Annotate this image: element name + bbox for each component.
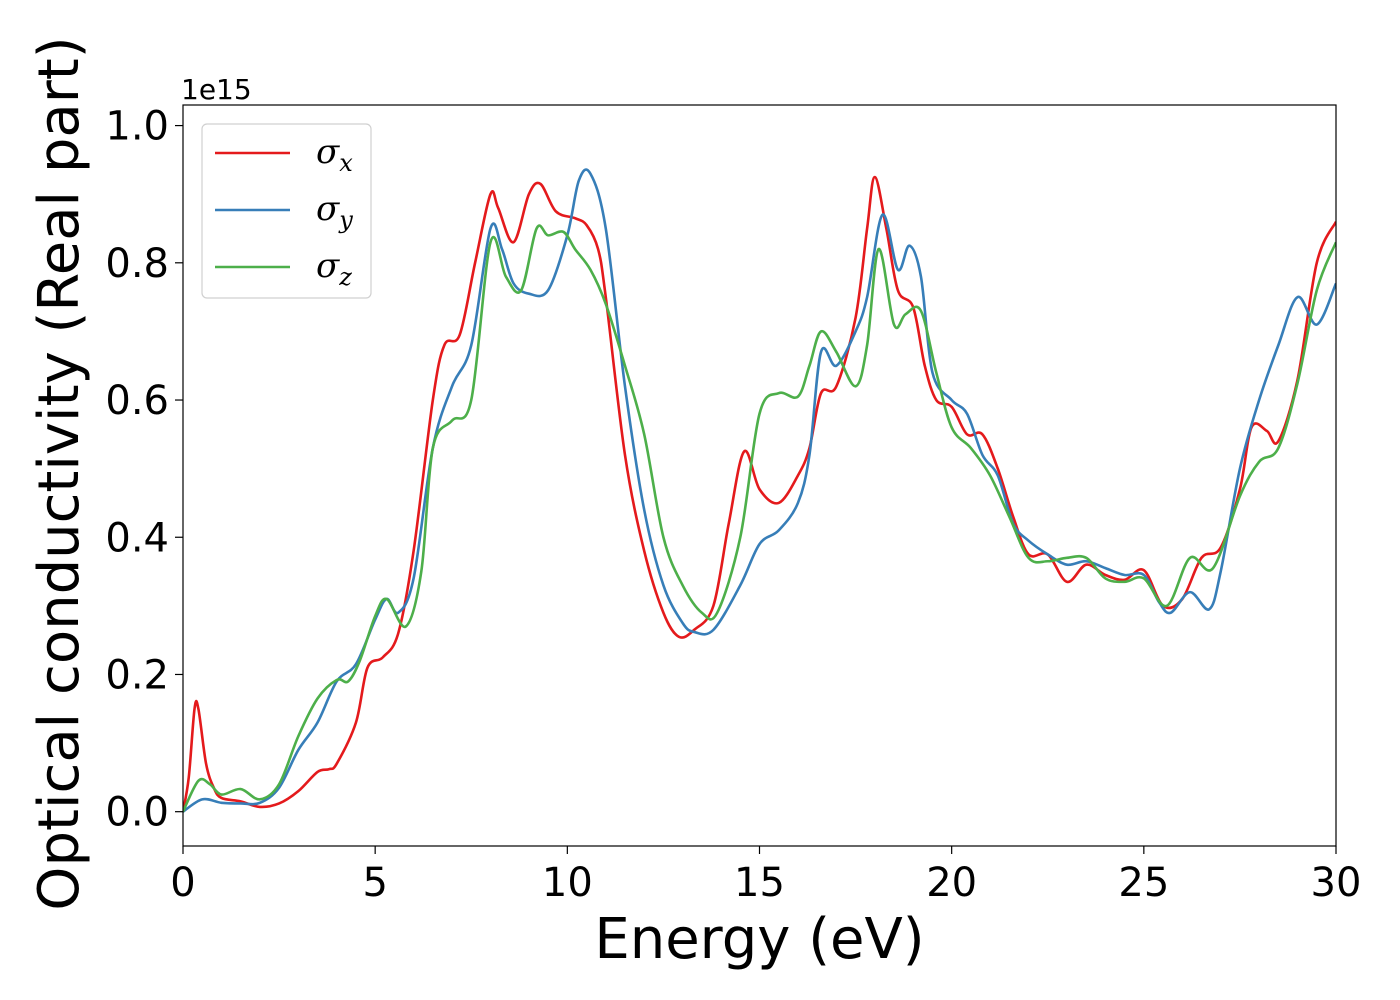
x-tick-label: 30: [1311, 860, 1362, 906]
legend-subscript: z: [338, 263, 352, 291]
series-line-x: [183, 175, 1336, 812]
x-axis-title: Energy (eV): [594, 907, 924, 972]
x-tick-label: 0: [170, 860, 195, 906]
y-tick-label: 0.4: [105, 515, 169, 561]
legend-subscript: y: [338, 206, 353, 234]
x-tick-label: 15: [734, 860, 785, 906]
y-tick-label: 0.6: [105, 378, 169, 424]
series-line-y: [183, 168, 1336, 813]
legend-symbol: σ: [316, 132, 340, 172]
series-layer: [183, 168, 1336, 813]
x-tick-label: 25: [1118, 860, 1169, 906]
y-axis-ticks: 0.0 0.2 0.4 0.6 0.8 1.0: [105, 104, 183, 836]
x-axis-ticks: 0 5 10 15 20 25 30: [170, 846, 1361, 906]
legend-label-y: σy: [316, 189, 353, 234]
legend-label-x: σx: [316, 132, 353, 177]
y-tick-label: 0.0: [105, 790, 169, 836]
y-tick-label: 0.8: [105, 241, 169, 287]
legend-symbol: σ: [316, 189, 340, 229]
y-axis-title: Optical conductivity (Real part): [27, 36, 92, 910]
x-tick-label: 10: [542, 860, 593, 906]
y-tick-label: 1.0: [105, 104, 169, 150]
x-tick-label: 5: [362, 860, 387, 906]
legend-label-z: σz: [316, 246, 352, 291]
legend-symbol: σ: [316, 246, 340, 286]
x-tick-label: 20: [926, 860, 977, 906]
y-tick-label: 0.2: [105, 652, 169, 698]
series-line-z: [183, 224, 1336, 813]
legend-subscript: x: [339, 149, 353, 177]
y-axis-offset-label: 1e15: [181, 73, 252, 106]
